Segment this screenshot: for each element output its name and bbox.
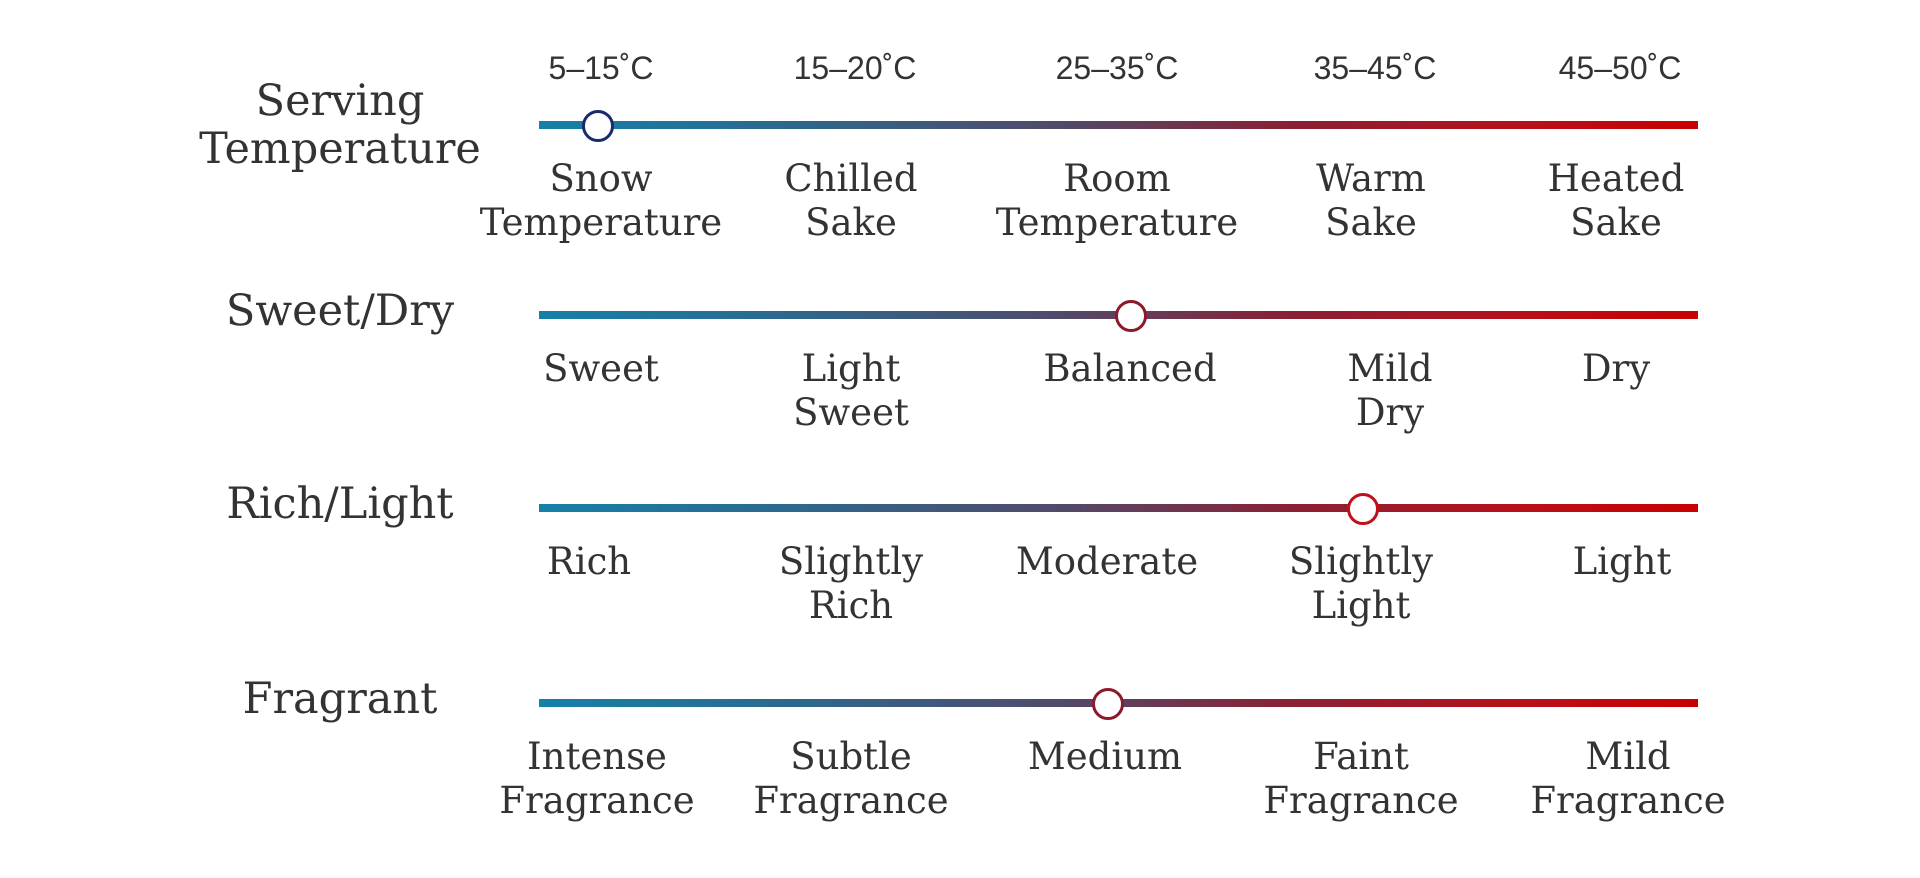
scale-label: Chilled Sake (784, 157, 918, 244)
scale-position-marker[interactable] (581, 110, 614, 142)
temperature-range-label: 15–20˚C (793, 50, 917, 86)
scale-label: Mild Dry (1347, 347, 1433, 434)
temperature-range-label: 5–15˚C (548, 50, 654, 86)
scale-label: Dry (1581, 347, 1651, 390)
scale-label: Mild Fragrance (1530, 735, 1726, 822)
scale-label: Rich (546, 540, 632, 583)
scale-label: Sweet (543, 347, 659, 390)
scale-title: Fragrant (242, 674, 438, 724)
scale-label: Light (1572, 540, 1672, 583)
scale-label: Light Sweet (793, 347, 909, 434)
scale-title: Serving Temperature (199, 76, 481, 174)
temperature-range-label: 25–35˚C (1055, 50, 1179, 86)
gradient-scale-bar (539, 504, 1698, 512)
scale-label: Slightly Light (1288, 540, 1434, 627)
scale-label: Subtle Fragrance (753, 735, 949, 822)
scale-title: Sweet/Dry (225, 286, 455, 336)
scale-label: Slightly Rich (778, 540, 924, 627)
gradient-scale-bar (539, 121, 1698, 129)
scale-title: Rich/Light (226, 479, 454, 529)
scale-label: Intense Fragrance (499, 735, 695, 822)
scale-label: Faint Fragrance (1263, 735, 1459, 822)
scale-label: Snow Temperature (479, 157, 723, 244)
scale-label: Warm Sake (1316, 157, 1426, 244)
scale-label: Room Temperature (995, 157, 1239, 244)
scale-label: Medium (1027, 735, 1183, 778)
scale-position-marker[interactable] (1091, 688, 1124, 720)
scale-label: Moderate (1015, 540, 1199, 583)
scale-label: Heated Sake (1547, 157, 1685, 244)
scale-label: Balanced (1043, 347, 1217, 390)
temperature-range-label: 45–50˚C (1558, 50, 1682, 86)
scale-position-marker[interactable] (1346, 493, 1379, 525)
scale-position-marker[interactable] (1115, 300, 1148, 332)
temperature-range-label: 35–45˚C (1313, 50, 1437, 86)
